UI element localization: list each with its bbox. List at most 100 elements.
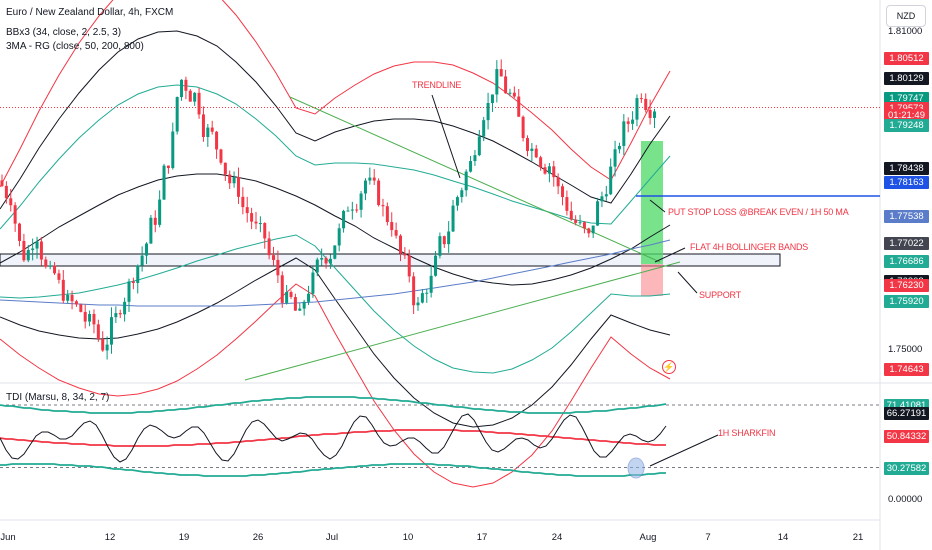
ma-slow bbox=[0, 239, 671, 307]
candle-body bbox=[171, 131, 175, 169]
candle-body bbox=[442, 236, 446, 245]
candle-body bbox=[464, 171, 468, 191]
candle-body bbox=[429, 275, 433, 293]
candle-body bbox=[377, 180, 381, 206]
time-label: 24 bbox=[551, 532, 563, 543]
time-label: 7 bbox=[705, 532, 711, 543]
candle-body bbox=[626, 121, 630, 124]
support-annotation[interactable]: SUPPORT bbox=[699, 290, 741, 300]
currency-button[interactable]: NZD bbox=[886, 5, 926, 27]
stop-loss-annotation[interactable]: PUT STOP LOSS @BREAK EVEN / 1H 50 MA bbox=[668, 207, 849, 217]
candle-body bbox=[534, 148, 538, 158]
profit-zone bbox=[641, 141, 663, 264]
time-label: Aug bbox=[639, 532, 657, 543]
candle-body bbox=[272, 255, 276, 260]
candle-body bbox=[447, 231, 451, 245]
candle-body bbox=[530, 148, 534, 151]
tdi-badge: 30.27582 bbox=[884, 461, 929, 475]
candle-body bbox=[13, 205, 17, 224]
bb-basis bbox=[0, 173, 671, 286]
candle-body bbox=[561, 186, 565, 198]
bb-indicator-legend[interactable]: BBx3 (34, close, 2, 2.5, 3) bbox=[6, 27, 122, 38]
candle-body bbox=[517, 96, 521, 117]
candle-body bbox=[285, 292, 289, 303]
candle-body bbox=[48, 265, 52, 267]
candle-body bbox=[175, 97, 179, 132]
candle-body bbox=[298, 308, 302, 311]
time-label: 19 bbox=[178, 532, 190, 543]
flat-bb-annotation[interactable]: FLAT 4H BOLLINGER BANDS bbox=[690, 242, 809, 252]
candle-body bbox=[88, 313, 92, 322]
time-label: 26 bbox=[252, 532, 264, 543]
candle-body bbox=[346, 210, 350, 212]
candle-body bbox=[114, 313, 118, 318]
flat-bb-arrow bbox=[654, 247, 686, 263]
candle-body bbox=[118, 313, 122, 315]
tdi-indicator-legend[interactable]: TDI (Marsu, 8, 34, 2, 7) bbox=[6, 392, 110, 403]
candle-body bbox=[525, 138, 529, 151]
descending-trendline bbox=[289, 96, 661, 263]
candle-body bbox=[79, 304, 83, 312]
candle-body bbox=[569, 210, 573, 220]
candle-body bbox=[18, 223, 22, 241]
candle-body bbox=[372, 177, 376, 181]
price-badge: 1.75920 bbox=[884, 295, 929, 309]
candle-body bbox=[587, 228, 591, 234]
candle-body bbox=[495, 69, 499, 95]
candle-body bbox=[250, 213, 254, 222]
candle-body bbox=[241, 196, 245, 208]
candle-body bbox=[363, 180, 367, 194]
support-arrow bbox=[677, 271, 698, 294]
candle-body bbox=[280, 275, 284, 303]
candle-body bbox=[74, 301, 78, 305]
candle-body bbox=[600, 196, 604, 202]
candle-body bbox=[398, 235, 402, 254]
sharkfin-annotation[interactable]: 1H SHARKFIN bbox=[718, 428, 776, 438]
price-badge: 1.80512 bbox=[884, 51, 929, 65]
candle-body bbox=[149, 217, 153, 244]
time-label: 21 bbox=[852, 532, 864, 543]
tdi-tick: 0.00000 bbox=[888, 494, 923, 505]
candle-body bbox=[350, 209, 354, 211]
price-badge: 1.80129 bbox=[884, 72, 929, 86]
candle-body bbox=[385, 206, 389, 223]
candle-body bbox=[324, 258, 328, 264]
candle-body bbox=[552, 166, 556, 178]
tdi-upper-band bbox=[0, 396, 667, 414]
candle-body bbox=[521, 116, 525, 139]
candle-body bbox=[223, 162, 227, 175]
candle-body bbox=[254, 221, 258, 224]
candle-body bbox=[136, 265, 140, 283]
candle-body bbox=[35, 241, 39, 249]
candle-body bbox=[4, 185, 8, 199]
price-badge: 1.77538 bbox=[884, 209, 929, 223]
candle-body bbox=[162, 165, 166, 200]
candle-body bbox=[490, 94, 494, 104]
candle-body bbox=[131, 281, 135, 283]
candle-body bbox=[109, 317, 113, 345]
price-badge: 1.78163 bbox=[884, 176, 929, 190]
candle-body bbox=[539, 157, 543, 168]
candle-body bbox=[22, 240, 26, 261]
trendline-arrow bbox=[431, 94, 461, 179]
candle-body bbox=[635, 98, 639, 120]
bb-upper-mid bbox=[0, 84, 671, 230]
trendline-annotation[interactable]: TRENDLINE bbox=[412, 80, 462, 90]
symbol-title[interactable]: Euro / New Zealand Dollar, 4h, FXCM bbox=[6, 7, 174, 18]
candle-body bbox=[574, 219, 578, 223]
bb-lower-outer bbox=[0, 283, 671, 488]
ma-indicator-legend[interactable]: 3MA - RG (close, 50, 200, 800) bbox=[6, 41, 144, 52]
candle-body bbox=[578, 222, 582, 224]
candle-body bbox=[499, 69, 503, 77]
candle-body bbox=[293, 297, 297, 311]
candle-body bbox=[337, 228, 341, 246]
lightning-icon[interactable]: ⚡ bbox=[662, 360, 676, 374]
candle-body bbox=[201, 114, 205, 137]
candle-body bbox=[508, 92, 512, 94]
candle-body bbox=[434, 255, 438, 276]
bb-upper-outer bbox=[0, 0, 671, 188]
tdi-rsi-line bbox=[0, 413, 667, 463]
candle-body bbox=[460, 190, 464, 198]
